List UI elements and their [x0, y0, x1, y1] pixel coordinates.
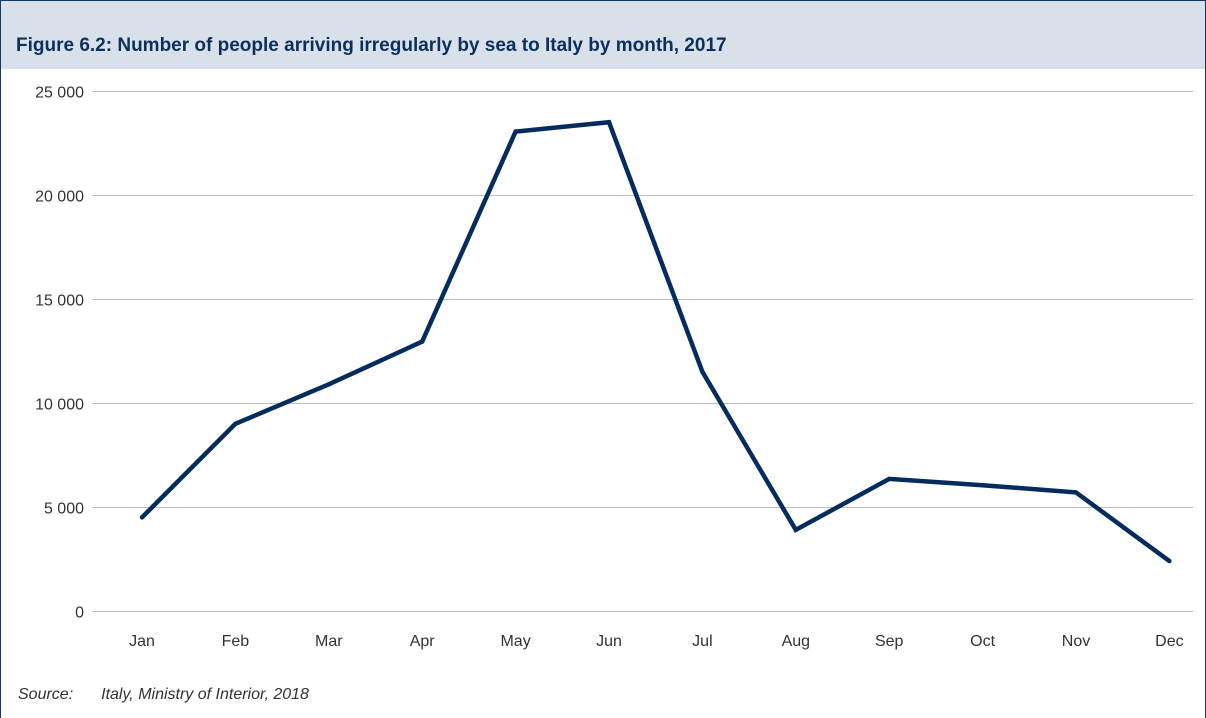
x-tick-label: Sep — [875, 633, 904, 650]
grid-lines — [92, 91, 1193, 612]
x-tick-label: Mar — [315, 633, 343, 650]
y-tick-label: 10 000 — [35, 397, 84, 414]
data-point-aug — [793, 527, 798, 533]
data-point-jan — [139, 515, 145, 520]
x-tick-label: Apr — [410, 633, 436, 650]
y-tick-label: 25 000 — [35, 85, 84, 102]
x-tick-label: Jul — [692, 633, 712, 650]
data-point-dec — [1167, 558, 1172, 564]
x-tick-label: Jan — [129, 633, 155, 650]
data-point-jun — [606, 120, 612, 125]
source-text: Italy, Ministry of Interior, 2018 — [101, 686, 309, 703]
source-label: Source: — [18, 686, 74, 703]
series-line — [140, 119, 1171, 563]
series-layer — [139, 119, 1172, 564]
data-point-apr — [420, 339, 425, 344]
data-point-oct — [980, 483, 985, 488]
y-tick-label: 20 000 — [35, 189, 84, 206]
source-note: Source: Italy, Ministry of Interior, 2018 — [18, 686, 309, 704]
data-point-sep — [887, 476, 892, 482]
y-tick-label: 0 — [75, 605, 84, 622]
data-point-may — [513, 129, 518, 134]
data-point-jul — [700, 369, 705, 374]
title-band — [1, 1, 1205, 69]
x-tick-label: Nov — [1062, 633, 1090, 650]
data-point-mar — [326, 382, 331, 387]
x-tick-label: Aug — [782, 633, 810, 650]
x-tick-label: Dec — [1155, 633, 1183, 650]
data-point-nov — [1073, 490, 1079, 495]
data-point-feb — [233, 421, 238, 426]
y-axis-ticks: 0 5 000 10 000 15 000 20 000 25 000 — [35, 85, 84, 622]
x-tick-label: Feb — [222, 633, 250, 650]
x-axis-ticks: Jan Feb Mar Apr May Jun Jul Aug Sep Oct Nov Dec — [129, 633, 1184, 650]
x-tick-label: Oct — [970, 633, 995, 650]
y-tick-label: 15 000 — [35, 293, 84, 310]
y-tick-label: 5 000 — [44, 501, 84, 518]
x-tick-label: May — [500, 633, 530, 650]
x-tick-label: Jun — [596, 633, 622, 650]
figure-title: Figure 6.2: Number of people arriving ir… — [16, 35, 727, 56]
